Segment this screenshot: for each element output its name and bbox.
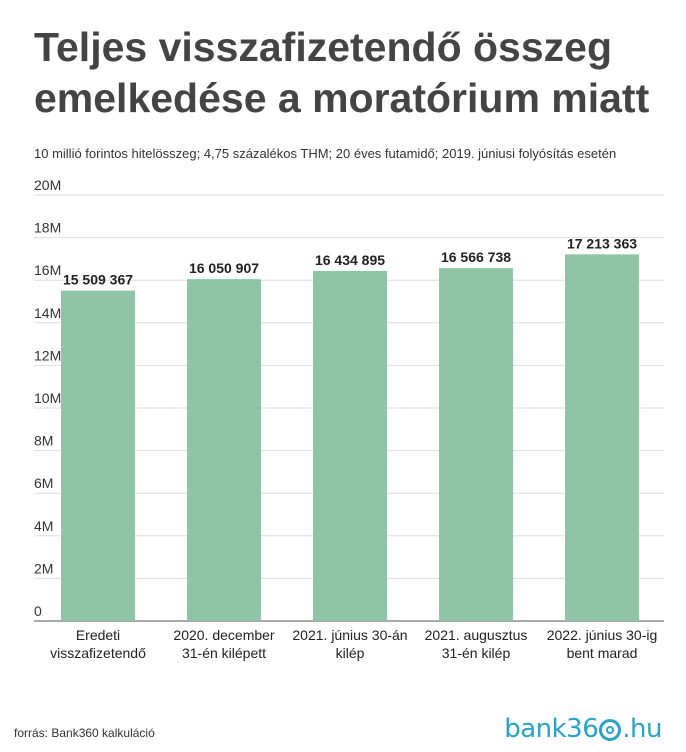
bar-value-label: 16 566 738 [441, 249, 511, 265]
logo-prefix: bank36 [504, 714, 599, 744]
bank360-logo: bank36 .hu [504, 714, 662, 744]
bar [61, 290, 135, 621]
chart-subtitle: 10 millió forintos hitelösszeg; 4,75 szá… [34, 146, 617, 161]
x-category-label: bent marad [567, 645, 638, 661]
y-tick-label: 8M [34, 433, 53, 449]
bar [187, 279, 261, 621]
bar-value-label: 16 050 907 [189, 260, 259, 276]
bar-value-label: 15 509 367 [63, 272, 133, 288]
x-category-label: 31-én kilép [442, 645, 511, 661]
bar-value-label: 16 434 895 [315, 252, 385, 268]
x-category-label: 2020. december [173, 627, 275, 643]
x-category-label: 31-én kilépett [182, 645, 266, 661]
x-category-label: 2021. június 30-án [292, 627, 407, 643]
bar-value-label: 17 213 363 [567, 235, 637, 251]
y-tick-label: 20M [34, 177, 61, 193]
source-note: forrás: Bank360 kalkuláció [14, 726, 155, 740]
y-tick-label: 14M [34, 305, 61, 321]
y-tick-label: 6M [34, 475, 53, 491]
x-category-label: Eredeti [76, 627, 120, 643]
y-tick-label: 18M [34, 220, 61, 236]
y-tick-label: 0 [34, 603, 42, 619]
y-tick-label: 4M [34, 518, 53, 534]
x-category-label: 2021. augusztus [425, 627, 528, 643]
x-category-label: 2022. június 30-ig [547, 627, 658, 643]
logo-zero-icon [599, 719, 622, 741]
y-tick-label: 2M [34, 560, 53, 576]
y-tick-label: 10M [34, 390, 61, 406]
logo-suffix: .hu [622, 714, 662, 744]
x-category-label: kilép [336, 645, 365, 661]
bar [439, 268, 513, 621]
bar [565, 254, 639, 622]
y-tick-label: 16M [34, 262, 61, 278]
x-category-label: visszafizetendő [50, 645, 146, 661]
y-tick-label: 12M [34, 347, 61, 363]
bar [313, 270, 387, 621]
chart-title: Teljes visszafizetendő összeg emelkedése… [34, 24, 650, 121]
